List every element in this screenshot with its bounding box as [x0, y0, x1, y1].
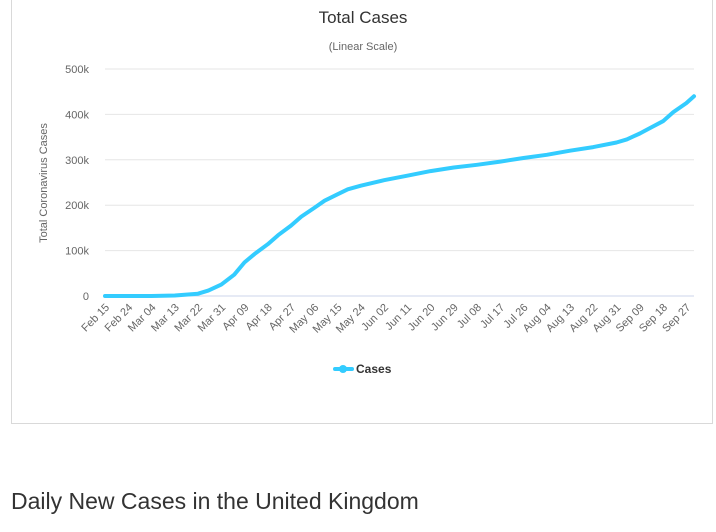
- y-tick-label: 300k: [65, 155, 89, 167]
- gridlines: [105, 68, 694, 297]
- legend[interactable]: Cases: [333, 362, 392, 376]
- chart-subtitle: (Linear Scale): [329, 41, 397, 53]
- total-cases-chart: Total Cases (Linear Scale) 0 100k 200k 300k…: [38, 8, 696, 376]
- legend-swatch-marker: [339, 365, 347, 373]
- x-tick-label: Jul 17: [478, 302, 507, 331]
- y-tick-label: 100k: [65, 246, 89, 258]
- series-line-cases[interactable]: [103, 94, 696, 298]
- legend-label-cases[interactable]: Cases: [356, 362, 392, 376]
- chart-title: Total Cases: [319, 8, 408, 27]
- chart-container: Total Cases (Linear Scale) 0 100k 200k 300k…: [11, 0, 713, 424]
- y-axis-label: Total Coronavirus Cases: [38, 123, 50, 243]
- x-tick-label: Jul 08: [455, 302, 484, 331]
- y-tick-label: 0: [83, 291, 89, 303]
- y-tick-label: 400k: [65, 109, 89, 121]
- y-tick-label: 500k: [65, 64, 89, 76]
- section-heading: Daily New Cases in the United Kingdom: [11, 488, 419, 514]
- y-axis-ticks: 0 100k 200k 300k 400k 500k: [65, 64, 89, 303]
- y-tick-label: 200k: [65, 200, 89, 212]
